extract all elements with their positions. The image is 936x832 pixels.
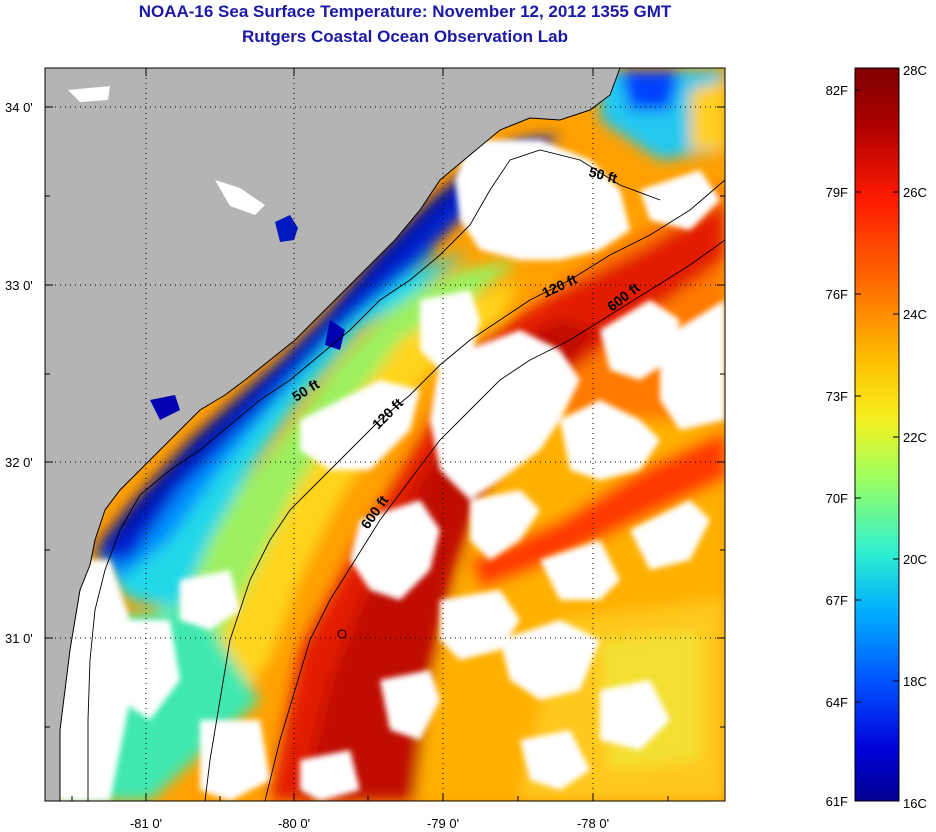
axis-ticks	[45, 68, 725, 801]
cb-c-18: 18C	[903, 674, 927, 689]
cb-f-82: 82F	[826, 83, 848, 98]
lat-label-32: 32 0'	[5, 455, 33, 470]
colorbar: 82F 79F 76F 73F 70F 67F 64F 61F 28C 26C …	[826, 63, 927, 811]
lon-label-78: -78 0'	[577, 816, 609, 831]
coastline	[59, 68, 621, 801]
cb-c-20: 20C	[903, 552, 927, 567]
map-subtitle: Rutgers Coastal Ocean Observation Lab	[242, 27, 568, 46]
contour-120ft	[204, 179, 725, 801]
cb-f-64: 64F	[826, 695, 848, 710]
land-area	[45, 68, 620, 801]
cb-f-70: 70F	[826, 491, 848, 506]
cb-f-67: 67F	[826, 593, 848, 608]
station-marker	[337, 629, 347, 639]
lon-label-81: -81 0'	[130, 816, 162, 831]
cb-c-28: 28C	[903, 63, 927, 78]
cb-c-16: 16C	[903, 796, 927, 811]
map-title: NOAA-16 Sea Surface Temperature: Novembe…	[138, 2, 672, 21]
cb-c-24: 24C	[903, 307, 927, 322]
colorbar-scale	[854, 67, 900, 802]
cb-f-61: 61F	[826, 794, 848, 809]
cb-f-73: 73F	[826, 389, 848, 404]
map-frame	[44, 67, 726, 802]
contour-label-50ft-north: 50 ft	[587, 163, 619, 186]
cloud-mask	[45, 140, 725, 801]
contour-600ft	[264, 239, 725, 801]
cb-f-76: 76F	[826, 287, 848, 302]
cb-f-79: 79F	[826, 185, 848, 200]
colorbar-ticks	[855, 89, 899, 703]
cb-c-22: 22C	[903, 430, 927, 445]
cb-c-26: 26C	[903, 185, 927, 200]
lat-label-31: 31 0'	[5, 631, 33, 646]
lon-label-80: -80 0'	[278, 816, 310, 831]
map-area: 50 ft 120 ft 600 ft 50 ft 120 ft 600 ft	[45, 68, 725, 801]
contour-50ft	[87, 149, 661, 801]
lat-label-34: 34 0'	[5, 100, 33, 115]
lat-label-33: 33 0'	[5, 278, 33, 293]
lon-label-79: -79 0'	[427, 816, 459, 831]
graticule	[45, 68, 725, 801]
